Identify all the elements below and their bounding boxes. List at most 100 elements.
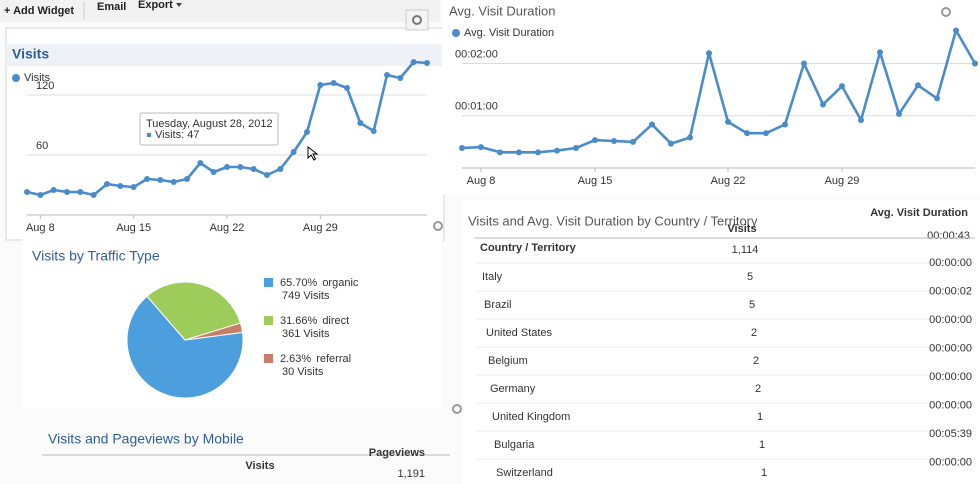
tooltip-date: Tuesday, August 28, 2012 bbox=[146, 118, 273, 130]
y-tick-label: 00:02:00 bbox=[455, 48, 498, 60]
data-point bbox=[611, 138, 617, 145]
gear-icon[interactable] bbox=[452, 404, 462, 414]
data-point bbox=[424, 60, 430, 66]
table-cell: Brazil bbox=[484, 299, 512, 311]
export-caret bbox=[176, 3, 182, 7]
table-cell: Belgium bbox=[488, 355, 528, 367]
widget-title: Avg. Visit Duration bbox=[449, 3, 555, 18]
data-point bbox=[90, 192, 97, 198]
pie-slice bbox=[184, 322, 244, 341]
cursor bbox=[307, 145, 319, 161]
legend-swatch bbox=[264, 316, 273, 325]
table-cell: United States bbox=[486, 327, 553, 339]
country-widget bbox=[462, 200, 980, 484]
data-point bbox=[130, 184, 137, 190]
table-cell: 1 bbox=[761, 467, 767, 479]
data-point bbox=[357, 120, 364, 126]
widget-title: Visits bbox=[12, 46, 49, 62]
data-point bbox=[497, 149, 503, 156]
data-point bbox=[117, 183, 124, 189]
data-point bbox=[170, 179, 177, 185]
tooltip bbox=[139, 112, 279, 146]
y-tick-label: 00:01:00 bbox=[455, 101, 498, 113]
data-point bbox=[104, 181, 110, 187]
data-point bbox=[250, 166, 257, 172]
legend-marker bbox=[452, 29, 460, 37]
table-header: Pageviews bbox=[369, 447, 425, 459]
table-header: Avg. Visit Duration bbox=[870, 207, 968, 219]
add-widget-button[interactable]: + Add Widget bbox=[4, 5, 74, 17]
data-point bbox=[290, 149, 297, 155]
export-button[interactable]: Export bbox=[138, 0, 173, 11]
email-button[interactable]: Email bbox=[97, 1, 126, 13]
data-point bbox=[37, 192, 44, 198]
widget-title: Visits and Pageviews by Mobile bbox=[48, 431, 244, 447]
legend-label: Avg. Visit Duration bbox=[464, 27, 554, 39]
tooltip-marker bbox=[147, 133, 151, 137]
data-point bbox=[304, 129, 310, 135]
data-point bbox=[384, 72, 390, 78]
table-cell: Italy bbox=[482, 271, 503, 283]
data-point bbox=[237, 164, 244, 170]
data-point bbox=[224, 164, 230, 170]
data-point bbox=[197, 160, 204, 166]
data-point bbox=[934, 95, 940, 102]
table-cell: 1 bbox=[759, 439, 765, 451]
table-header: Visits bbox=[245, 460, 274, 472]
data-point bbox=[744, 130, 750, 137]
legend-sublabel: 30 Visits bbox=[282, 366, 324, 378]
data-point bbox=[64, 189, 70, 195]
table-cell: 2 bbox=[751, 327, 757, 339]
legend-name: referral bbox=[316, 353, 351, 365]
data-point bbox=[915, 82, 921, 89]
x-tick-label: Aug 15 bbox=[578, 175, 613, 187]
table-cell: 00:00:00 bbox=[929, 342, 972, 354]
legend-sublabel: 361 Visits bbox=[282, 328, 330, 340]
data-point bbox=[668, 140, 674, 147]
legend-swatch bbox=[264, 354, 273, 363]
data-point bbox=[317, 82, 324, 88]
widget-header bbox=[6, 44, 444, 66]
data-point bbox=[839, 83, 845, 90]
table-cell: 1,191 bbox=[397, 468, 425, 480]
data-point bbox=[264, 172, 270, 178]
data-point bbox=[77, 189, 84, 195]
table-cell: 00:05:39 bbox=[929, 428, 972, 440]
data-point bbox=[516, 149, 522, 156]
gear-icon bbox=[412, 15, 422, 25]
data-point bbox=[858, 117, 864, 124]
x-tick-label: Aug 29 bbox=[303, 222, 338, 234]
legend-label: Visits bbox=[24, 72, 51, 84]
gear-icon[interactable] bbox=[941, 7, 951, 17]
widget-title: Visits and Avg. Visit Duration by Countr… bbox=[468, 213, 758, 228]
table-cell: 2 bbox=[753, 355, 759, 367]
table-cell: 00:00:00 bbox=[929, 399, 972, 411]
data-point bbox=[370, 128, 377, 134]
legend-sublabel: 749 Visits bbox=[282, 290, 330, 302]
gear-icon[interactable] bbox=[433, 221, 443, 231]
table-cell: Switzerland bbox=[496, 467, 553, 479]
country-table: Visits Avg. Visit Duration Country / Terri… bbox=[474, 207, 975, 479]
table-cell: 5 bbox=[747, 271, 753, 283]
widget-title: Visits by Traffic Type bbox=[32, 248, 160, 264]
x-tick-label: Aug 29 bbox=[825, 175, 860, 187]
table-header: Country / Territory bbox=[480, 242, 577, 254]
table-cell: 00:00:43 bbox=[927, 230, 970, 242]
data-point bbox=[210, 169, 217, 175]
table-cell: 5 bbox=[749, 299, 755, 311]
x-tick-label: Aug 15 bbox=[116, 222, 151, 234]
legend-value: 65.70% bbox=[280, 277, 318, 289]
data-point bbox=[535, 149, 541, 156]
legend-marker bbox=[12, 74, 20, 82]
series-line bbox=[461, 29, 977, 154]
table-cell: 00:00:02 bbox=[929, 285, 972, 297]
duration-widget bbox=[442, 0, 980, 195]
table-cell: United Kingdom bbox=[492, 411, 570, 423]
data-point bbox=[50, 187, 57, 193]
data-point bbox=[410, 59, 417, 65]
settings-button[interactable] bbox=[405, 9, 429, 31]
data-point bbox=[144, 176, 150, 182]
data-point bbox=[820, 101, 826, 108]
